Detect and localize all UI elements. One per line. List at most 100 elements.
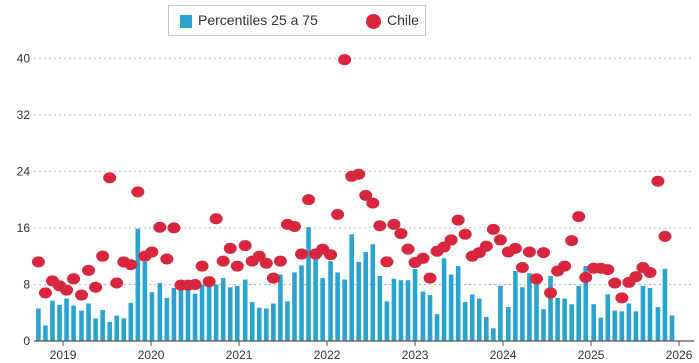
chile-dot-16 <box>145 246 159 258</box>
bar-17 <box>157 283 163 341</box>
bar-57 <box>441 258 447 341</box>
bar-64 <box>491 328 496 341</box>
bar-5 <box>71 305 76 341</box>
chile-dot-0 <box>31 256 45 268</box>
bar-81 <box>612 310 618 341</box>
chile-dot-69 <box>522 246 536 258</box>
bar-79 <box>598 317 604 341</box>
bar-84 <box>633 311 639 341</box>
chile-dot-71 <box>537 247 551 259</box>
chile-dot-88 <box>658 230 672 242</box>
legend-label-chile: Chile <box>387 12 419 28</box>
y-tick-label-16: 16 <box>17 221 31 235</box>
chile-dot-10 <box>103 172 117 184</box>
chile-dot-5 <box>67 273 81 285</box>
chile-dot-67 <box>508 242 522 254</box>
bar-30 <box>249 302 255 341</box>
y-tick-label-8: 8 <box>23 277 30 291</box>
chile-dot-25 <box>209 213 223 225</box>
chile-dot-75 <box>565 235 579 247</box>
chile-dot-41 <box>324 249 338 261</box>
bar-72 <box>548 275 553 341</box>
chile-dot-51 <box>394 228 408 240</box>
bar-29 <box>242 279 248 341</box>
bar-4 <box>64 298 69 341</box>
legend: Percentiles 25 a 75 Chile <box>168 5 426 36</box>
bar-62 <box>476 298 482 341</box>
bar-59 <box>455 266 461 341</box>
bar-74 <box>562 298 567 341</box>
bar-8 <box>93 318 98 341</box>
chile-dot-55 <box>423 272 437 284</box>
x-tick-label-2023: 2023 <box>402 348 429 362</box>
chile-dot-59 <box>451 214 465 226</box>
chile-dot-49 <box>380 256 394 268</box>
bar-50 <box>391 278 397 341</box>
bar-69 <box>527 273 532 341</box>
bar-40 <box>320 278 325 341</box>
chile-dot-36 <box>287 220 301 232</box>
chile-dot-65 <box>493 234 507 246</box>
bar-11 <box>114 315 120 341</box>
bar-88 <box>662 268 668 341</box>
bar-80 <box>605 294 611 341</box>
bar-77 <box>583 266 589 341</box>
chile-dot-6 <box>75 289 89 301</box>
chile-dot-1 <box>38 287 52 299</box>
bar-76 <box>576 285 582 341</box>
x-tick-label-2022: 2022 <box>314 348 341 362</box>
bar-1 <box>43 325 48 341</box>
chile-dot-63 <box>479 240 493 252</box>
bar-51 <box>398 280 404 341</box>
bar-9 <box>100 309 105 341</box>
chile-dot-34 <box>273 255 287 267</box>
chile-dot-22 <box>188 278 202 290</box>
y-tick-label-0: 0 <box>23 334 30 348</box>
bar-38 <box>306 227 311 341</box>
bar-14 <box>135 228 141 341</box>
bar-71 <box>541 309 546 341</box>
chile-dot-4 <box>60 284 74 296</box>
chile-dot-81 <box>608 277 622 289</box>
bar-22 <box>192 293 198 341</box>
bar-7 <box>86 303 91 341</box>
legend-swatch-chile <box>366 14 381 29</box>
chile-dot-46 <box>359 189 373 201</box>
chile-dot-29 <box>238 240 252 252</box>
chile-dot-77 <box>579 271 593 283</box>
bar-58 <box>448 274 454 341</box>
bar-12 <box>121 318 127 341</box>
bar-56 <box>434 314 440 341</box>
x-tick-label-2020: 2020 <box>138 348 165 362</box>
bar-31 <box>256 307 262 341</box>
bar-70 <box>534 281 539 341</box>
chile-dot-74 <box>558 260 572 272</box>
bar-36 <box>292 272 297 341</box>
chile-dot-72 <box>544 287 558 299</box>
bar-39 <box>313 249 318 341</box>
bar-20 <box>178 285 184 341</box>
bar-25 <box>213 284 219 341</box>
chile-dot-80 <box>601 264 615 276</box>
x-tick-label-2024: 2024 <box>490 348 517 362</box>
chile-dot-52 <box>401 243 415 255</box>
bar-82 <box>619 311 625 341</box>
chile-dot-37 <box>295 248 309 260</box>
chile-dot-14 <box>131 186 145 198</box>
chile-dot-54 <box>416 252 430 264</box>
chile-dot-24 <box>202 276 216 288</box>
chile-dot-50 <box>387 218 401 230</box>
chile-dot-17 <box>153 221 167 233</box>
chile-dot-18 <box>160 253 174 265</box>
bar-35 <box>285 301 290 341</box>
chile-dot-45 <box>352 168 366 180</box>
chile-dot-32 <box>259 257 273 269</box>
chile-dot-68 <box>515 261 529 273</box>
x-tick-label-2021: 2021 <box>226 348 253 362</box>
x-tick-label-2019: 2019 <box>50 348 77 362</box>
bar-37 <box>299 265 304 341</box>
chile-dot-48 <box>373 220 387 232</box>
chile-dot-7 <box>82 264 96 276</box>
